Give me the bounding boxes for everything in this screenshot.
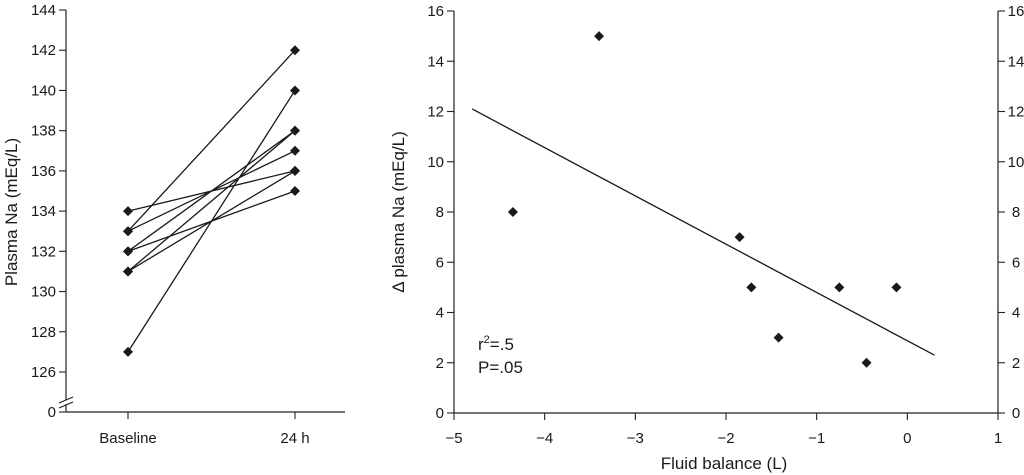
secondary-y-tick-label: 16 [1008, 3, 1024, 20]
secondary-y-tick-label: 2 [1012, 355, 1020, 372]
left-x-tick-label: 24 h [280, 430, 309, 447]
regression-line [471, 108, 935, 356]
r-squared-annotation: r2=.5 [478, 334, 514, 354]
scatter-point [861, 357, 872, 368]
left-y-tick-label: 134 [31, 203, 56, 220]
left-series-lines [127, 49, 296, 353]
right-y-tick-label: 10 [427, 154, 444, 171]
left-y-tick-label: 138 [31, 123, 56, 140]
data-point-marker [290, 125, 300, 136]
right-y-tick-label: 4 [436, 305, 444, 322]
right-y-tick-label: 0 [436, 405, 444, 422]
secondary-y-tick-label: 4 [1012, 305, 1020, 322]
left-y-tick-label: 126 [31, 364, 56, 381]
right-x-tick-label: −5 [445, 430, 462, 447]
r2-base: r [478, 335, 484, 354]
r2-value: =.5 [490, 335, 514, 354]
right-x-tick-label: −3 [627, 430, 644, 447]
right-y-tick-label: 14 [427, 53, 444, 70]
left-y-tick-label: 136 [31, 163, 56, 180]
secondary-y-tick-label: 8 [1012, 204, 1020, 221]
left-x-ticks: Baseline 24 h [99, 412, 310, 447]
r2-exponent: 2 [484, 334, 490, 346]
right-y-tick-label: 12 [427, 104, 444, 121]
right-x-tick-label: 0 [903, 430, 911, 447]
secondary-y-tick-label: 10 [1008, 154, 1024, 171]
data-point-marker [123, 346, 133, 357]
scatter-point [594, 31, 605, 42]
scatter-point [734, 232, 745, 243]
regression-line-group [471, 108, 935, 356]
scatter-point [834, 282, 845, 293]
data-point-marker [123, 266, 133, 277]
series-line [127, 90, 296, 353]
left-y-tick-label: 128 [31, 324, 56, 341]
axis-break-mark [58, 396, 74, 404]
series-line [127, 130, 296, 252]
scatter-point [773, 332, 784, 343]
right-axes [453, 11, 999, 414]
scatter-point [891, 282, 902, 293]
right-x-tick-label: −4 [536, 430, 553, 447]
scatter-point [507, 207, 518, 217]
data-point-marker [290, 45, 300, 56]
left-y-tick-label: 140 [31, 82, 56, 99]
data-point-marker [290, 165, 300, 176]
left-axes [58, 10, 345, 413]
left-y-tick-label: 0 [48, 404, 56, 421]
right-x-axis-title: Fluid balance (L) [661, 454, 788, 473]
data-point-marker [123, 226, 133, 237]
right-y-tick-label: 8 [436, 204, 444, 221]
secondary-y-tick-label: 14 [1008, 53, 1024, 70]
right-y-tick-label: 6 [436, 254, 444, 271]
left-markers [123, 45, 300, 357]
secondary-y-tick-label: 12 [1008, 104, 1024, 121]
secondary-y-tick-label: 6 [1012, 254, 1020, 271]
left-chart: 0 126 128 130 132 134 136 138 140 142 144 Baseline… [2, 2, 345, 447]
right-y-ticks: 0 0 2 2 4 4 6 6 8 8 10 10 12 12 14 14 16 16 [427, 3, 1024, 422]
data-point-marker [290, 85, 300, 96]
right-y-tick-label: 2 [436, 355, 444, 372]
left-y-axis-title: Plasma Na (mEq/L) [2, 138, 21, 286]
scatter-point [746, 282, 757, 293]
right-x-tick-label: −2 [717, 430, 734, 447]
left-y-tick-label: 144 [31, 2, 56, 19]
left-y-tick-label: 130 [31, 284, 56, 301]
data-point-marker [123, 206, 133, 217]
axis-break-mark [58, 401, 74, 409]
right-y-axis-title: Δ plasma Na (mEq/L) [389, 131, 408, 293]
series-line [127, 130, 296, 272]
data-point-marker [290, 145, 300, 156]
left-y-tick-label: 132 [31, 243, 56, 260]
right-x-tick-label: 1 [994, 430, 1002, 447]
right-x-ticks: −5 −4 −3 −2 −1 0 1 [445, 413, 1002, 447]
series-line [127, 49, 296, 232]
left-x-tick-label: Baseline [99, 430, 157, 447]
left-y-tick-label: 142 [31, 42, 56, 59]
right-y-tick-label: 16 [427, 3, 444, 20]
secondary-y-tick-label: 0 [1012, 405, 1020, 422]
data-point-marker [123, 246, 133, 257]
p-value-annotation: P=.05 [478, 358, 523, 377]
right-x-tick-label: −1 [808, 430, 825, 447]
data-point-marker [290, 186, 300, 196]
left-y-ticks: 0 126 128 130 132 134 136 138 140 142 144 [31, 2, 66, 421]
scatter-points [507, 31, 902, 368]
